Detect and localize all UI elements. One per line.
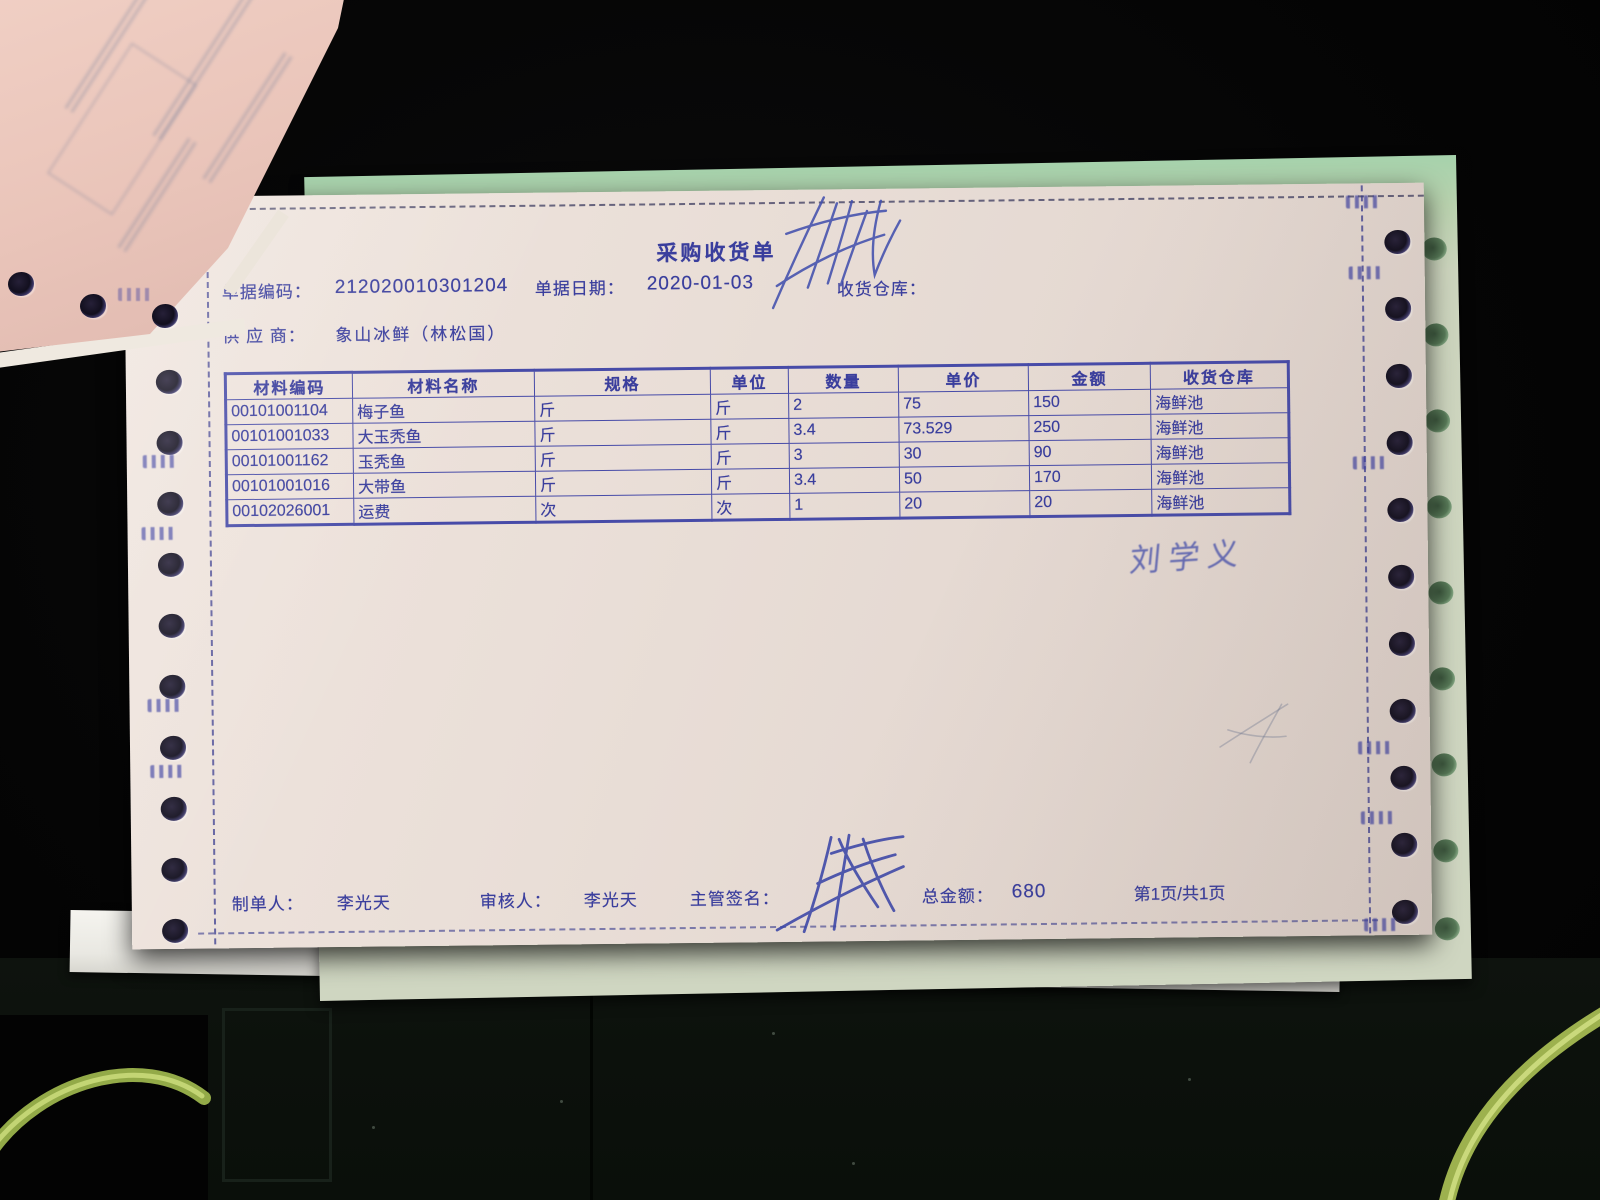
- punch-hole: [1385, 363, 1413, 389]
- punch-hole: [1388, 631, 1416, 657]
- receipt-paper: 采购收货单 单据编码： 212020010301204 单据日期： 2020-0…: [123, 182, 1433, 950]
- punch-hole: [1428, 581, 1454, 605]
- punch-hole: [1431, 753, 1457, 777]
- punch-hole: [157, 552, 185, 578]
- dust-speck: [372, 1126, 375, 1129]
- punch-hole: [161, 918, 189, 944]
- pencil-smudge: [1219, 703, 1289, 764]
- punch-hole: [1390, 765, 1417, 791]
- ink-smudge: [142, 454, 179, 469]
- handwriting-overlay: [771, 196, 1289, 934]
- punch-hole: [161, 857, 188, 883]
- punch-hole: [1384, 296, 1412, 322]
- handwritten-scribble: [771, 196, 902, 310]
- punch-hole: [155, 369, 183, 395]
- punch-hole: [1387, 497, 1414, 523]
- punch-hole: [1391, 832, 1418, 858]
- ink-smudge: [147, 698, 184, 713]
- punch-hole: [1429, 667, 1456, 691]
- desk-surface: [0, 958, 1600, 1200]
- punch-hole: [1388, 564, 1415, 590]
- supervisor-signature: [775, 833, 905, 934]
- dust-speck: [560, 1100, 563, 1103]
- dust-speck: [1188, 1078, 1191, 1081]
- punch-hole: [8, 272, 34, 296]
- punch-hole: [1426, 495, 1452, 519]
- dust-speck: [852, 1162, 855, 1165]
- desk-seam: [590, 985, 593, 1200]
- ink-smudge: [1352, 456, 1389, 470]
- punch-hole: [1433, 839, 1459, 863]
- punch-hole: [152, 304, 178, 328]
- ink-smudge: [1348, 266, 1385, 280]
- punch-hole: [1386, 430, 1413, 456]
- bleedthrough-print: [46, 42, 198, 216]
- ink-smudge: [1345, 195, 1382, 209]
- ink-smudge: [150, 764, 187, 779]
- ink-smudge: [1358, 741, 1395, 755]
- punch-hole: [158, 613, 185, 639]
- punch-hole: [1434, 917, 1461, 941]
- machine-panel-groove: [222, 1008, 332, 1182]
- punch-hole: [1423, 323, 1449, 347]
- ink-smudge: [141, 526, 178, 541]
- punch-hole: [157, 491, 184, 517]
- ink-smudge: [1360, 810, 1397, 825]
- punch-hole: [1389, 698, 1416, 724]
- punch-hole: [80, 294, 106, 318]
- ink-smudge: [118, 288, 154, 301]
- punch-hole: [1384, 229, 1411, 255]
- punch-hole: [156, 430, 183, 456]
- punch-hole: [159, 735, 187, 761]
- ink-smudge: [1364, 917, 1401, 932]
- dust-speck: [772, 1032, 775, 1035]
- punch-hole: [160, 796, 187, 822]
- punch-hole: [1421, 237, 1448, 261]
- punch-hole: [1424, 409, 1451, 433]
- punch-hole: [159, 674, 186, 700]
